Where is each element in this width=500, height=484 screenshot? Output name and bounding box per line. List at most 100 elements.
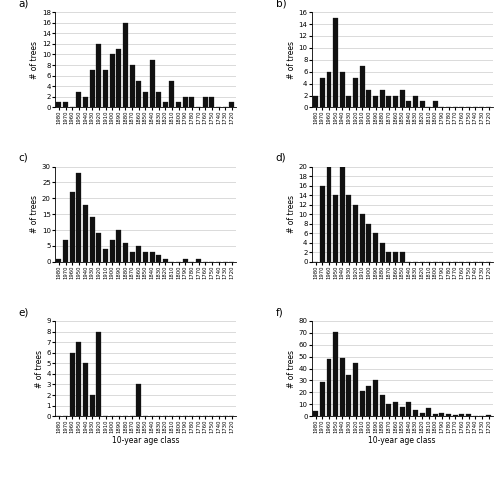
Bar bbox=[400, 90, 404, 107]
Bar bbox=[123, 243, 128, 262]
Bar bbox=[90, 395, 94, 416]
Bar bbox=[366, 224, 372, 262]
Bar bbox=[386, 252, 392, 262]
Bar bbox=[70, 192, 75, 262]
Bar bbox=[326, 166, 332, 262]
Bar bbox=[406, 102, 411, 107]
Bar bbox=[346, 375, 352, 416]
Bar bbox=[130, 252, 134, 262]
Bar bbox=[406, 402, 411, 416]
Bar bbox=[136, 384, 141, 416]
Bar bbox=[420, 413, 424, 416]
Bar bbox=[313, 95, 318, 107]
Bar bbox=[96, 332, 102, 416]
Bar bbox=[76, 173, 82, 262]
Y-axis label: # of trees: # of trees bbox=[34, 349, 43, 388]
Bar bbox=[366, 386, 372, 416]
Bar bbox=[440, 413, 444, 416]
Bar bbox=[103, 70, 108, 107]
Bar bbox=[333, 18, 338, 107]
Bar bbox=[360, 214, 364, 262]
Bar bbox=[136, 81, 141, 107]
Bar bbox=[380, 395, 384, 416]
Bar bbox=[380, 243, 384, 262]
Bar bbox=[353, 205, 358, 262]
Bar bbox=[333, 195, 338, 262]
Bar bbox=[103, 249, 108, 262]
Text: f): f) bbox=[276, 307, 283, 317]
Bar bbox=[196, 258, 201, 262]
Bar bbox=[466, 414, 471, 416]
Bar bbox=[346, 95, 352, 107]
Bar bbox=[460, 414, 464, 416]
Bar bbox=[110, 240, 114, 262]
Bar bbox=[340, 157, 345, 262]
Bar bbox=[183, 97, 188, 107]
Text: d): d) bbox=[276, 152, 286, 163]
X-axis label: 10-year age class: 10-year age class bbox=[368, 436, 436, 445]
Bar bbox=[136, 246, 141, 262]
Bar bbox=[433, 102, 438, 107]
Bar bbox=[116, 49, 121, 107]
Bar bbox=[386, 404, 392, 416]
Bar bbox=[76, 342, 82, 416]
Bar bbox=[163, 258, 168, 262]
Text: b): b) bbox=[276, 0, 286, 8]
Bar bbox=[130, 65, 134, 107]
Bar bbox=[76, 91, 82, 107]
Bar bbox=[63, 102, 68, 107]
Bar bbox=[83, 205, 88, 262]
Bar bbox=[413, 95, 418, 107]
Bar bbox=[150, 252, 154, 262]
Bar bbox=[353, 363, 358, 416]
Bar bbox=[386, 95, 392, 107]
Bar bbox=[413, 410, 418, 416]
Bar bbox=[320, 185, 325, 262]
Bar bbox=[446, 414, 451, 416]
Bar bbox=[420, 102, 424, 107]
Bar bbox=[373, 233, 378, 262]
Bar bbox=[333, 332, 338, 416]
Text: e): e) bbox=[19, 307, 29, 317]
Bar bbox=[156, 256, 161, 262]
Bar bbox=[163, 102, 168, 107]
Y-axis label: # of trees: # of trees bbox=[287, 195, 296, 233]
Bar bbox=[90, 70, 94, 107]
Y-axis label: # of trees: # of trees bbox=[287, 349, 296, 388]
Bar bbox=[202, 97, 207, 107]
Bar bbox=[143, 91, 148, 107]
Bar bbox=[83, 363, 88, 416]
Y-axis label: # of trees: # of trees bbox=[30, 195, 39, 233]
Bar bbox=[393, 402, 398, 416]
Bar bbox=[353, 77, 358, 107]
Bar bbox=[183, 258, 188, 262]
Bar bbox=[340, 72, 345, 107]
Bar bbox=[326, 72, 332, 107]
Bar bbox=[320, 382, 325, 416]
Bar bbox=[143, 252, 148, 262]
Bar bbox=[320, 77, 325, 107]
Bar bbox=[210, 97, 214, 107]
Bar bbox=[373, 95, 378, 107]
Bar bbox=[96, 44, 102, 107]
Text: c): c) bbox=[19, 152, 28, 163]
Bar bbox=[123, 23, 128, 107]
Bar bbox=[170, 81, 174, 107]
Bar bbox=[346, 195, 352, 262]
Bar bbox=[176, 102, 181, 107]
Text: a): a) bbox=[19, 0, 29, 8]
Bar bbox=[156, 91, 161, 107]
Y-axis label: # of trees: # of trees bbox=[287, 41, 296, 79]
Bar bbox=[56, 102, 62, 107]
Bar bbox=[150, 60, 154, 107]
Bar bbox=[393, 95, 398, 107]
X-axis label: 10-year age class: 10-year age class bbox=[112, 436, 179, 445]
Bar bbox=[433, 414, 438, 416]
Bar bbox=[110, 55, 114, 107]
Bar bbox=[453, 415, 458, 416]
Bar bbox=[360, 66, 364, 107]
Bar bbox=[380, 90, 384, 107]
Bar bbox=[426, 408, 431, 416]
Bar bbox=[83, 97, 88, 107]
Bar bbox=[313, 411, 318, 416]
